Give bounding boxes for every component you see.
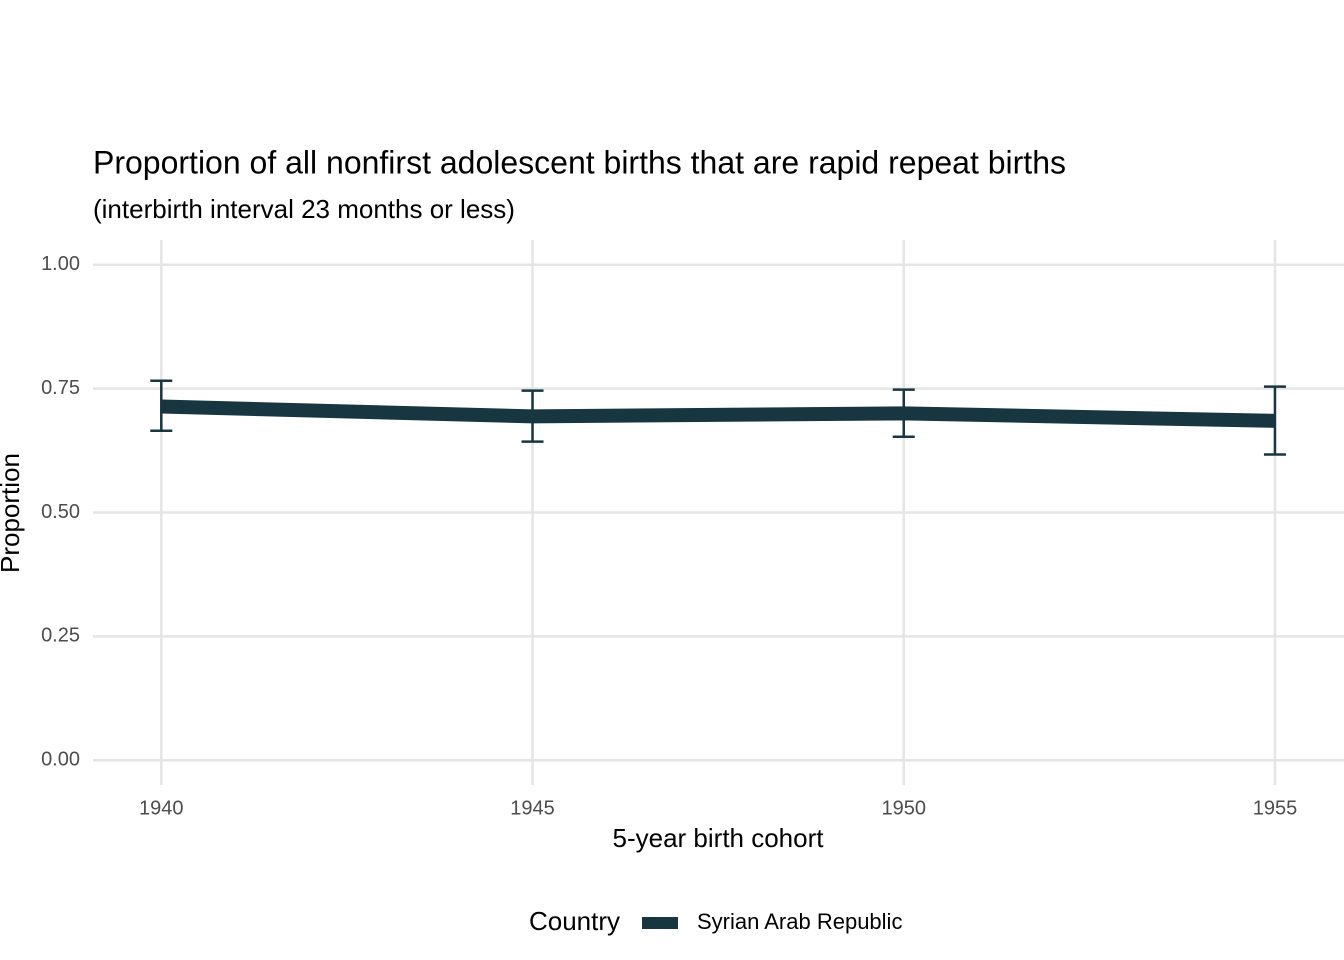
legend-label: Syrian Arab Republic: [697, 909, 902, 934]
x-axis-label: 5-year birth cohort: [613, 823, 825, 853]
chart-subtitle: (interbirth interval 23 months or less): [93, 194, 515, 224]
y-tick-label: 1.00: [41, 253, 80, 275]
x-tick-label: 1955: [1253, 797, 1298, 819]
data-line: [161, 399, 1276, 428]
x-tick-label: 1950: [881, 797, 926, 819]
x-tick-label: 1945: [510, 797, 555, 819]
x-tick-label: 1940: [139, 797, 184, 819]
error-bar: [150, 379, 173, 432]
y-tick-label: 0.25: [41, 625, 80, 647]
legend-swatch: [642, 917, 678, 929]
y-tick-label: 0.75: [41, 377, 80, 399]
legend-title: Country: [529, 906, 620, 936]
y-tick-label: 0.50: [41, 501, 80, 523]
chart-title: Proportion of all nonfirst adolescent bi…: [93, 144, 1066, 180]
y-axis-label: Proportion: [0, 453, 25, 573]
y-tick-label: 0.00: [41, 749, 80, 771]
